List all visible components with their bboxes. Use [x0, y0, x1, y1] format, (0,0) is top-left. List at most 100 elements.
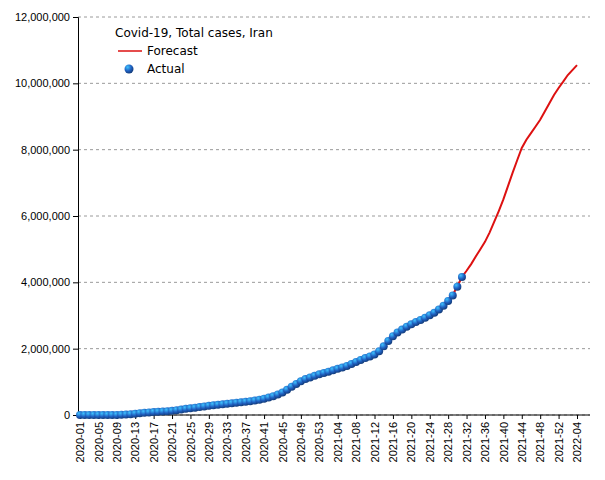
legend-label: Forecast [147, 44, 198, 58]
x-tick-mark [227, 415, 228, 419]
x-tick: 2020-29 [203, 415, 215, 462]
y-tick: 10,000,000 [15, 77, 78, 89]
forecast-line [80, 65, 577, 415]
legend-label: Actual [147, 62, 185, 76]
x-tick: 2021-24 [424, 415, 436, 462]
x-tick-label: 2021-12 [369, 422, 381, 462]
x-tick-label: 2021-04 [332, 422, 344, 462]
x-tick-mark [338, 415, 339, 419]
y-tick-label: 0 [64, 409, 70, 421]
grid-line [78, 149, 590, 150]
y-tick-mark [73, 150, 78, 151]
y-tick-label: 2,000,000 [21, 343, 70, 355]
x-tick: 2020-49 [295, 415, 307, 462]
x-tick: 2021-44 [516, 415, 528, 462]
grid-line [78, 83, 590, 84]
x-tick: 2020-41 [258, 415, 270, 462]
x-tick-label: 2020-37 [240, 422, 252, 462]
grid-line [78, 348, 590, 349]
x-tick-mark [430, 415, 431, 419]
x-tick-mark [393, 415, 394, 419]
x-tick-label: 2020-09 [111, 422, 123, 462]
y-tick-label: 6,000,000 [21, 210, 70, 222]
x-tick-label: 2020-25 [185, 422, 197, 462]
x-tick: 2020-45 [277, 415, 289, 462]
y-tick: 12,000,000 [15, 11, 78, 23]
x-tick: 2020-53 [313, 415, 325, 462]
y-tick-mark [73, 17, 78, 18]
y-tick: 0 [64, 409, 78, 421]
x-tick-mark [577, 415, 578, 419]
y-tick: 4,000,000 [21, 276, 78, 288]
x-tick-label: 2021-52 [553, 422, 565, 462]
y-tick-mark [73, 83, 78, 84]
x-tick: 2020-01 [74, 415, 86, 462]
x-tick-mark [172, 415, 173, 419]
legend-swatch [118, 50, 142, 52]
x-tick: 2021-04 [332, 415, 344, 462]
x-tick-mark [246, 415, 247, 419]
grid-line [78, 282, 590, 283]
x-tick: 2021-20 [405, 415, 417, 462]
x-tick: 2020-17 [148, 415, 160, 462]
x-tick-label: 2020-33 [221, 422, 233, 462]
x-tick-label: 2021-36 [479, 422, 491, 462]
x-tick-label: 2021-08 [350, 422, 362, 462]
x-tick-label: 2020-53 [313, 422, 325, 462]
x-tick-label: 2020-01 [74, 422, 86, 462]
x-tick: 2021-08 [350, 415, 362, 462]
y-tick-mark [73, 349, 78, 350]
x-tick-label: 2021-20 [405, 422, 417, 462]
x-tick: 2021-36 [479, 415, 491, 462]
x-tick: 2020-33 [221, 415, 233, 462]
x-tick: 2020-25 [185, 415, 197, 462]
x-tick-mark [319, 415, 320, 419]
actual-point [453, 283, 461, 291]
y-tick-label: 4,000,000 [21, 276, 70, 288]
x-tick-label: 2021-40 [498, 422, 510, 462]
x-tick: 2020-13 [129, 415, 141, 462]
x-tick-mark [356, 415, 357, 419]
y-tick-label: 8,000,000 [21, 144, 70, 156]
x-tick-label: 2020-17 [148, 422, 160, 462]
x-tick-mark [503, 415, 504, 419]
plot-marks [76, 65, 577, 419]
x-tick: 2021-12 [369, 415, 381, 462]
y-tick-label: 12,000,000 [15, 11, 70, 23]
grid-line [78, 216, 590, 217]
x-axis: 2020-01 2020-05 2020-09 2020-13 2020-17 2020-… [74, 415, 590, 462]
x-tick: 2021-40 [498, 415, 510, 462]
x-tick-mark [540, 415, 541, 419]
chart-title: Covid-19, Total cases, Iran [115, 26, 273, 40]
x-tick-mark [485, 415, 486, 419]
x-tick: 2022-04 [571, 415, 583, 462]
x-tick-mark [282, 415, 283, 419]
chart-svg: 0 2,000,000 4,000,000 6,000,000 8,000,000 10,… [0, 0, 605, 480]
x-tick-label: 2020-41 [258, 422, 270, 462]
x-tick-label: 2020-05 [93, 422, 105, 462]
x-tick-label: 2021-24 [424, 422, 436, 462]
y-tick: 2,000,000 [21, 343, 78, 355]
x-tick: 2021-32 [461, 415, 473, 462]
x-tick-label: 2021-16 [387, 422, 399, 462]
y-axis-line [73, 18, 79, 416]
x-tick: 2021-28 [442, 415, 454, 462]
x-tick-label: 2020-21 [166, 422, 178, 462]
x-tick: 2021-16 [387, 415, 399, 462]
y-tick: 8,000,000 [21, 144, 78, 156]
x-tick-mark [301, 415, 302, 419]
grid [78, 17, 590, 415]
actual-point [449, 291, 457, 299]
actual-points [76, 273, 466, 419]
x-tick-label: 2021-44 [516, 422, 528, 462]
x-tick-mark [559, 415, 560, 419]
legend-swatch [125, 65, 134, 74]
x-tick-mark [209, 415, 210, 419]
x-tick-label: 2022-04 [571, 422, 583, 462]
x-tick-mark [411, 415, 412, 419]
y-tick-mark [73, 282, 78, 283]
y-tick-mark [73, 216, 78, 217]
x-tick-label: 2020-45 [277, 422, 289, 462]
x-tick: 2020-37 [240, 415, 252, 462]
x-tick-mark [522, 415, 523, 419]
